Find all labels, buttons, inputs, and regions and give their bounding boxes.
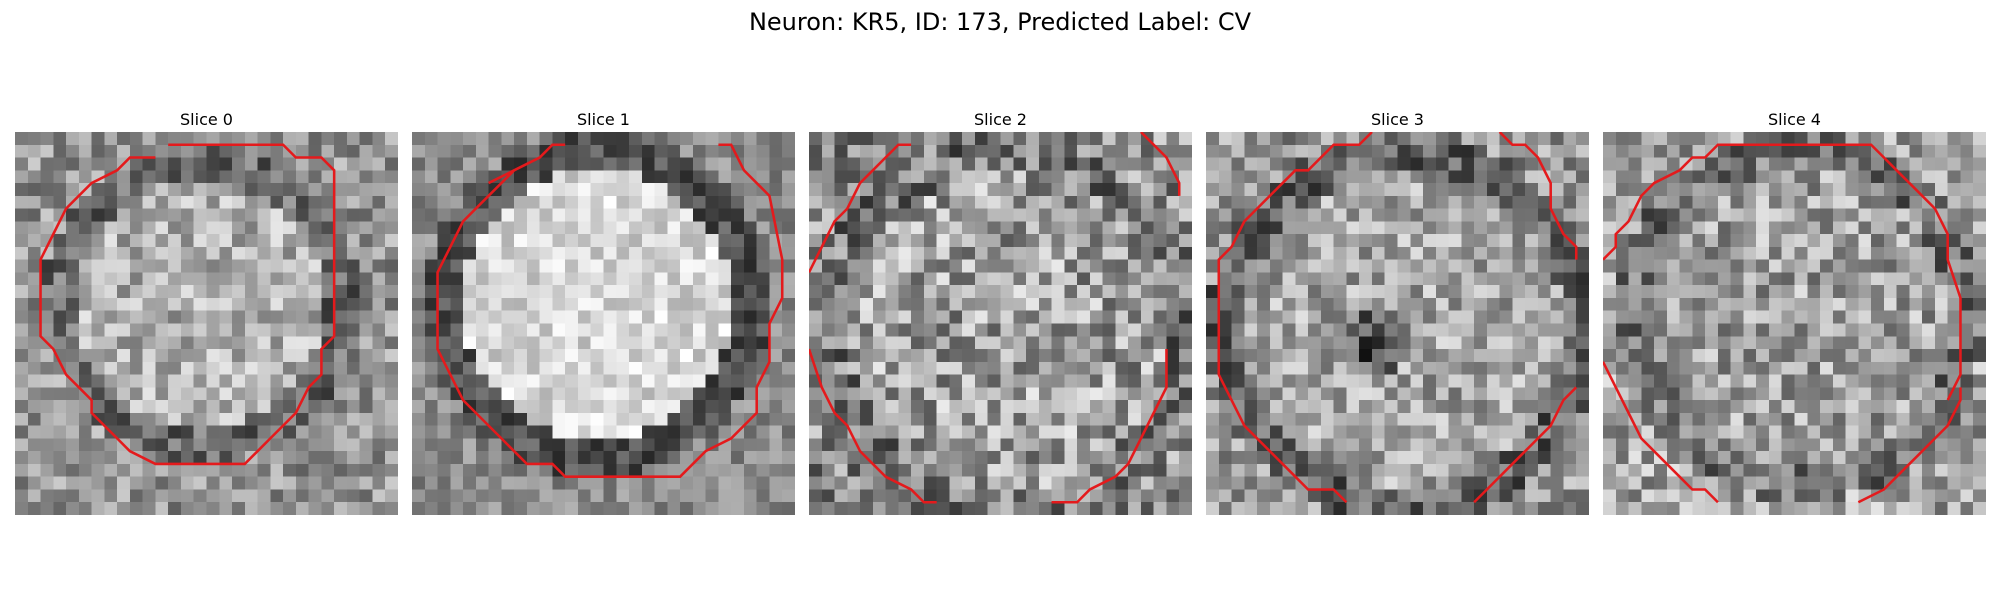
slice-title: Slice 2 — [974, 110, 1027, 129]
slice-title: Slice 1 — [577, 110, 630, 129]
slice-image — [1603, 132, 1986, 515]
contour-outline — [1473, 386, 1578, 504]
contour-outline — [1603, 143, 1962, 401]
slice-panel-2: Slice 2 — [809, 108, 1192, 515]
contour-outline — [1051, 349, 1168, 504]
slice-image — [809, 132, 1192, 515]
slice-title: Slice 3 — [1371, 110, 1424, 129]
contour-outline — [809, 348, 937, 504]
contour-outline — [1498, 132, 1578, 260]
slice-image — [1206, 132, 1589, 515]
contour-outline — [809, 143, 912, 274]
slice-image — [15, 132, 398, 515]
contour-outline — [436, 143, 784, 478]
contour-outline — [39, 143, 336, 466]
figure-title: Neuron: KR5, ID: 173, Predicted Label: C… — [748, 8, 1252, 36]
slice-title: Slice 0 — [180, 110, 233, 129]
slice-panel-0: Slice 0 — [15, 108, 398, 515]
slice-panel-3: Slice 3 — [1206, 108, 1589, 515]
slice-image — [412, 132, 795, 515]
contour-outline — [1603, 361, 1719, 504]
slice-panel-1: Slice 1 — [412, 108, 795, 515]
slice-panel-4: Slice 4 — [1603, 108, 1986, 515]
contour-outline — [1140, 132, 1181, 196]
slice-title: Slice 4 — [1768, 110, 1821, 129]
contour-outline — [1857, 387, 1962, 504]
